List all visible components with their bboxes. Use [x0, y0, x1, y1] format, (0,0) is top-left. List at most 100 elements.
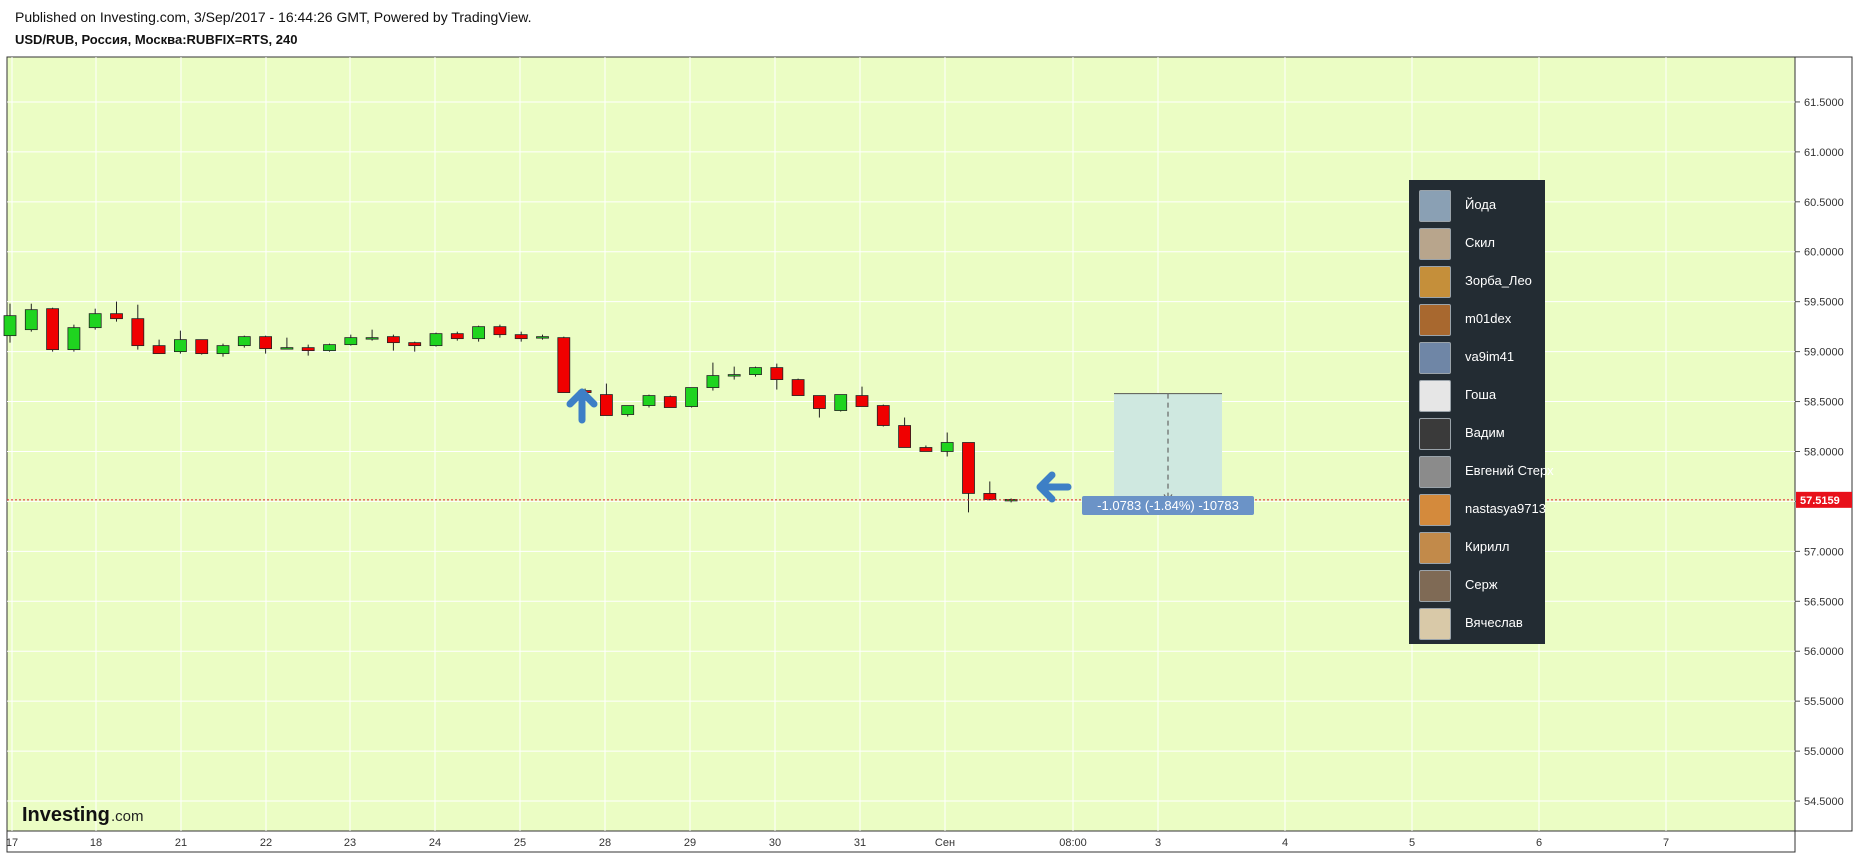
y-tick-label: 59.0000	[1804, 347, 1844, 359]
candle[interactable]	[898, 425, 911, 448]
candle[interactable]	[131, 318, 145, 347]
candle[interactable]	[173, 339, 187, 353]
avatar	[1419, 418, 1451, 450]
legend-user[interactable]: Кирилл	[1419, 529, 1543, 564]
x-tick-label: 31	[854, 837, 866, 849]
legend-user[interactable]: Вячеслав	[1419, 605, 1543, 640]
candle[interactable]	[46, 308, 59, 351]
legend-user[interactable]: Вадим	[1419, 415, 1543, 450]
candle[interactable]	[344, 337, 358, 346]
candle[interactable]	[876, 405, 890, 426]
candle[interactable]	[88, 313, 102, 329]
candle[interactable]	[600, 394, 613, 416]
candle[interactable]	[706, 375, 720, 388]
y-tick-label: 61.0000	[1804, 147, 1844, 159]
x-tick-label: 28	[599, 837, 611, 849]
legend-user[interactable]: Скил	[1419, 225, 1543, 260]
measure-label: -1.0783 (-1.84%) -10783	[1097, 498, 1239, 513]
y-tick-label: 54.5000	[1804, 796, 1844, 808]
y-tick-label: 61.5000	[1804, 97, 1844, 109]
current-price-label: 57.5159	[1800, 495, 1840, 507]
time-axis[interactable]	[6, 830, 1796, 853]
x-tick-label: 17	[6, 837, 18, 849]
avatar	[1419, 494, 1451, 526]
candle[interactable]	[813, 395, 826, 409]
legend-user-name: Йода	[1465, 197, 1497, 212]
candle[interactable]	[514, 334, 528, 340]
x-tick-label: 29	[684, 837, 696, 849]
avatar	[1419, 380, 1451, 412]
candle[interactable]	[493, 326, 507, 336]
candle[interactable]	[195, 339, 209, 355]
x-tick-label: 5	[1409, 837, 1415, 849]
candle[interactable]	[429, 333, 443, 347]
legend-user[interactable]: Йода	[1419, 187, 1543, 222]
candle[interactable]	[621, 405, 635, 415]
legend-user-name: Евгений Стерх	[1465, 463, 1554, 478]
candle[interactable]	[450, 333, 464, 340]
user-legend: Йода Скил Зорба_Лео m01dex va9im41 Гоша Вадим Е…	[1409, 180, 1554, 644]
candle[interactable]	[557, 337, 571, 393]
x-tick-label: 6	[1536, 837, 1542, 849]
avatar	[1419, 342, 1451, 374]
candle[interactable]	[280, 347, 294, 350]
published-info: Published on Investing.com, 3/Sep/2017 -…	[15, 9, 532, 25]
y-tick-label: 55.5000	[1804, 696, 1844, 708]
y-tick-label: 60.0000	[1804, 247, 1844, 259]
price-axis[interactable]	[1794, 56, 1853, 832]
candle[interactable]	[323, 344, 336, 352]
measure-box[interactable]	[1114, 393, 1222, 502]
avatar	[1419, 456, 1451, 488]
candle[interactable]	[259, 336, 273, 350]
legend-user-name: Вячеслав	[1465, 615, 1523, 630]
candle[interactable]	[536, 336, 549, 339]
y-tick-label: 60.5000	[1804, 197, 1844, 209]
candle[interactable]	[24, 309, 38, 331]
avatar	[1419, 190, 1451, 222]
candle[interactable]	[791, 379, 805, 396]
candle[interactable]	[301, 347, 315, 352]
avatar	[1419, 228, 1451, 260]
candle[interactable]	[940, 442, 954, 452]
candle[interactable]	[110, 313, 123, 320]
legend-user[interactable]: nastasya9713	[1419, 491, 1546, 526]
candle[interactable]	[365, 337, 379, 340]
symbol-title: USD/RUB, Россия, Москва:RUBFIX=RTS, 240	[15, 32, 298, 47]
candle[interactable]	[152, 345, 166, 355]
candle[interactable]	[3, 315, 17, 337]
legend-user-name: Вадим	[1465, 425, 1505, 440]
candle[interactable]	[216, 345, 230, 355]
candle[interactable]	[408, 342, 422, 347]
legend-user[interactable]: m01dex	[1419, 301, 1543, 336]
legend-user[interactable]: Евгений Стерх	[1419, 453, 1554, 488]
candle[interactable]	[472, 326, 486, 340]
arrow-left-icon	[1036, 471, 1072, 503]
legend-user[interactable]: Гоша	[1419, 377, 1543, 412]
candle[interactable]	[727, 374, 741, 377]
candle[interactable]	[749, 367, 762, 375]
candle[interactable]	[67, 327, 81, 351]
legend-user-name: Скил	[1465, 235, 1495, 250]
candle[interactable]	[386, 336, 400, 344]
investing-logo-suffix: .com	[111, 808, 144, 825]
x-tick-label: 21	[175, 837, 187, 849]
legend-user[interactable]: Зорба_Лео	[1419, 263, 1543, 298]
y-tick-label: 57.0000	[1804, 546, 1844, 558]
candle[interactable]	[855, 395, 869, 407]
x-tick-label: 3	[1155, 837, 1161, 849]
candle[interactable]	[685, 387, 698, 407]
candle[interactable]	[919, 447, 933, 452]
candle[interactable]	[642, 395, 656, 406]
candle[interactable]	[983, 493, 997, 500]
investing-logo: Investing	[22, 804, 110, 826]
legend-user[interactable]: Серж	[1419, 567, 1543, 602]
candle[interactable]	[237, 336, 251, 347]
legend-user-name: nastasya9713	[1465, 501, 1546, 516]
candle[interactable]	[663, 396, 677, 408]
avatar	[1419, 532, 1451, 564]
candle[interactable]	[770, 367, 784, 380]
candle[interactable]	[834, 394, 848, 411]
legend-user[interactable]: va9im41	[1419, 339, 1543, 374]
candle[interactable]	[962, 442, 975, 494]
